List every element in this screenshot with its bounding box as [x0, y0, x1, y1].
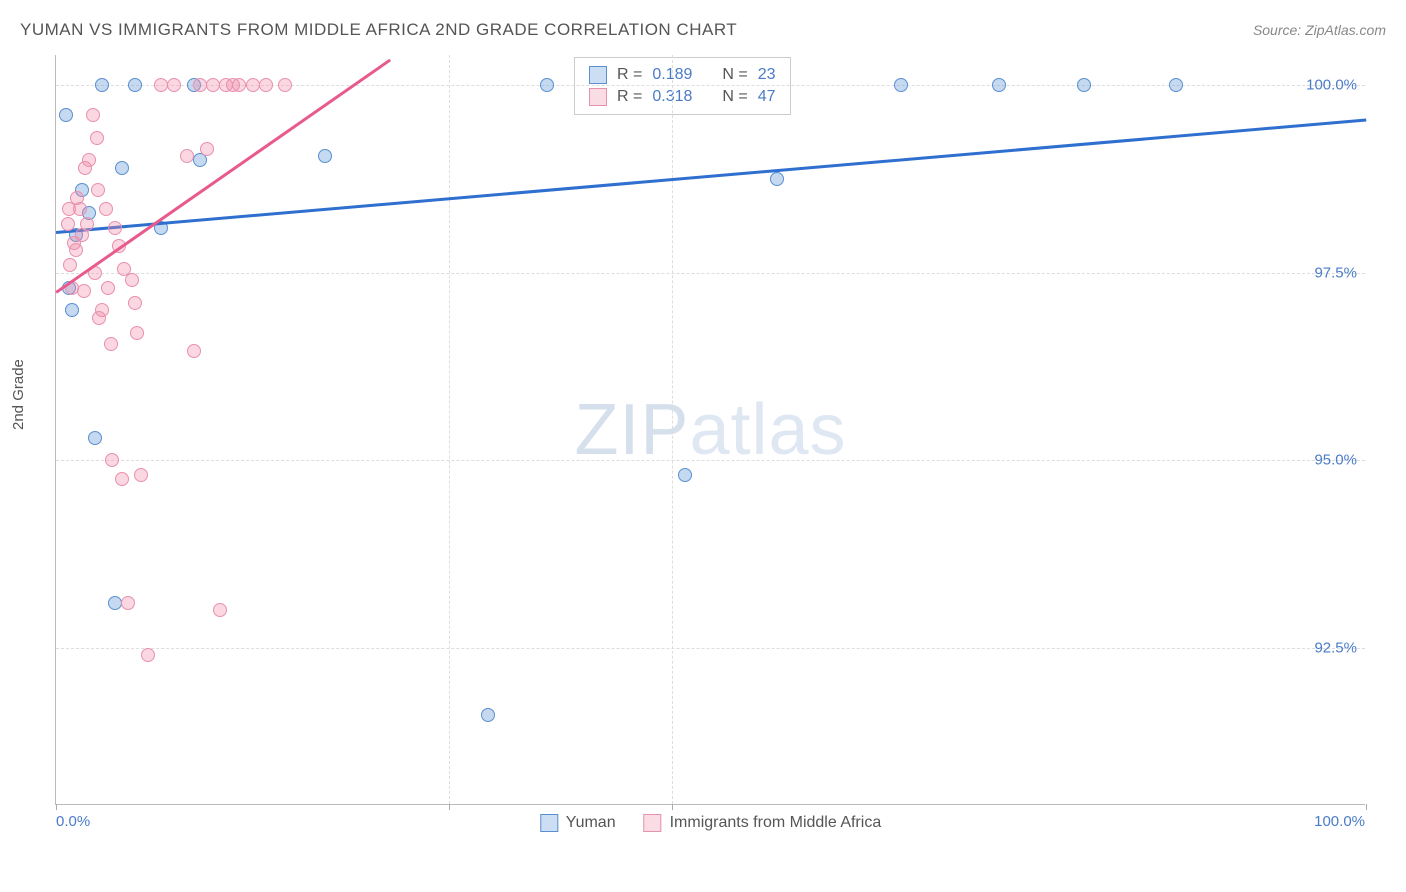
data-point-immigrants	[167, 78, 181, 92]
x-axis-tickmark	[672, 804, 673, 810]
data-point-immigrants	[187, 344, 201, 358]
x-axis-tickmark	[449, 804, 450, 810]
correlation-legend: R = 0.189 N = 23 R = 0.318 N = 47	[574, 57, 791, 115]
data-point-immigrants	[206, 78, 220, 92]
data-point-immigrants	[80, 217, 94, 231]
data-point-immigrants	[121, 596, 135, 610]
series-legend: Yuman Immigrants from Middle Africa	[540, 814, 881, 832]
data-point-yuman	[894, 78, 908, 92]
data-point-immigrants	[213, 603, 227, 617]
data-point-immigrants	[82, 153, 96, 167]
data-point-immigrants	[246, 78, 260, 92]
data-point-immigrants	[193, 78, 207, 92]
data-point-yuman	[1077, 78, 1091, 92]
legend-item-yuman: Yuman	[540, 814, 616, 832]
data-point-immigrants	[67, 236, 81, 250]
data-point-immigrants	[70, 191, 84, 205]
data-point-immigrants	[86, 108, 100, 122]
trendline-immigrants	[55, 59, 390, 294]
y-axis-tick: 97.5%	[1314, 264, 1357, 281]
data-point-yuman	[88, 431, 102, 445]
data-point-immigrants	[125, 273, 139, 287]
swatch-pink-icon	[644, 814, 662, 832]
data-point-immigrants	[61, 217, 75, 231]
data-point-yuman	[481, 708, 495, 722]
gridline-horizontal	[56, 648, 1365, 649]
data-point-immigrants	[130, 326, 144, 340]
chart-title: YUMAN VS IMMIGRANTS FROM MIDDLE AFRICA 2…	[20, 20, 737, 40]
gridline-vertical	[672, 55, 673, 804]
data-point-yuman	[1169, 78, 1183, 92]
gridline-horizontal	[56, 273, 1365, 274]
data-point-yuman	[770, 172, 784, 186]
data-point-immigrants	[232, 78, 246, 92]
data-point-yuman	[318, 149, 332, 163]
data-point-immigrants	[108, 221, 122, 235]
data-point-immigrants	[115, 472, 129, 486]
data-point-yuman	[540, 78, 554, 92]
x-axis-tick-max: 100.0%	[1314, 813, 1365, 830]
data-point-yuman	[95, 78, 109, 92]
data-point-yuman	[992, 78, 1006, 92]
x-axis-tickmark	[1366, 804, 1367, 810]
data-point-immigrants	[278, 78, 292, 92]
gridline-horizontal	[56, 460, 1365, 461]
data-point-yuman	[128, 78, 142, 92]
legend-row-immigrants: R = 0.318 N = 47	[589, 86, 776, 108]
y-axis-tick: 95.0%	[1314, 452, 1357, 469]
data-point-immigrants	[99, 202, 113, 216]
data-point-yuman	[59, 108, 73, 122]
swatch-blue-icon	[589, 66, 607, 84]
data-point-immigrants	[154, 78, 168, 92]
gridline-vertical	[449, 55, 450, 804]
watermark: ZIPatlas	[574, 389, 846, 471]
scatter-plot-area: ZIPatlas 0.0% 100.0% R = 0.189 N = 23 R …	[55, 55, 1365, 805]
y-axis-label: 2nd Grade	[10, 359, 27, 430]
legend-item-immigrants: Immigrants from Middle Africa	[644, 814, 882, 832]
data-point-immigrants	[90, 131, 104, 145]
data-point-immigrants	[63, 258, 77, 272]
x-axis-tick-min: 0.0%	[56, 813, 90, 830]
data-point-immigrants	[141, 648, 155, 662]
data-point-immigrants	[200, 142, 214, 156]
data-point-immigrants	[134, 468, 148, 482]
legend-row-yuman: R = 0.189 N = 23	[589, 64, 776, 86]
data-point-yuman	[678, 468, 692, 482]
swatch-pink-icon	[589, 88, 607, 106]
data-point-yuman	[115, 161, 129, 175]
x-axis-tickmark	[56, 804, 57, 810]
chart-header: YUMAN VS IMMIGRANTS FROM MIDDLE AFRICA 2…	[20, 20, 1386, 40]
data-point-yuman	[108, 596, 122, 610]
data-point-immigrants	[128, 296, 142, 310]
data-point-immigrants	[77, 284, 91, 298]
data-point-immigrants	[91, 183, 105, 197]
swatch-blue-icon	[540, 814, 558, 832]
y-axis-tick: 92.5%	[1314, 639, 1357, 656]
data-point-immigrants	[101, 281, 115, 295]
data-point-yuman	[65, 303, 79, 317]
data-point-immigrants	[259, 78, 273, 92]
y-axis-tick: 100.0%	[1306, 77, 1357, 94]
data-point-immigrants	[180, 149, 194, 163]
source-attribution: Source: ZipAtlas.com	[1253, 22, 1386, 38]
trendline-yuman	[56, 119, 1366, 234]
data-point-immigrants	[92, 311, 106, 325]
data-point-immigrants	[104, 337, 118, 351]
data-point-immigrants	[105, 453, 119, 467]
